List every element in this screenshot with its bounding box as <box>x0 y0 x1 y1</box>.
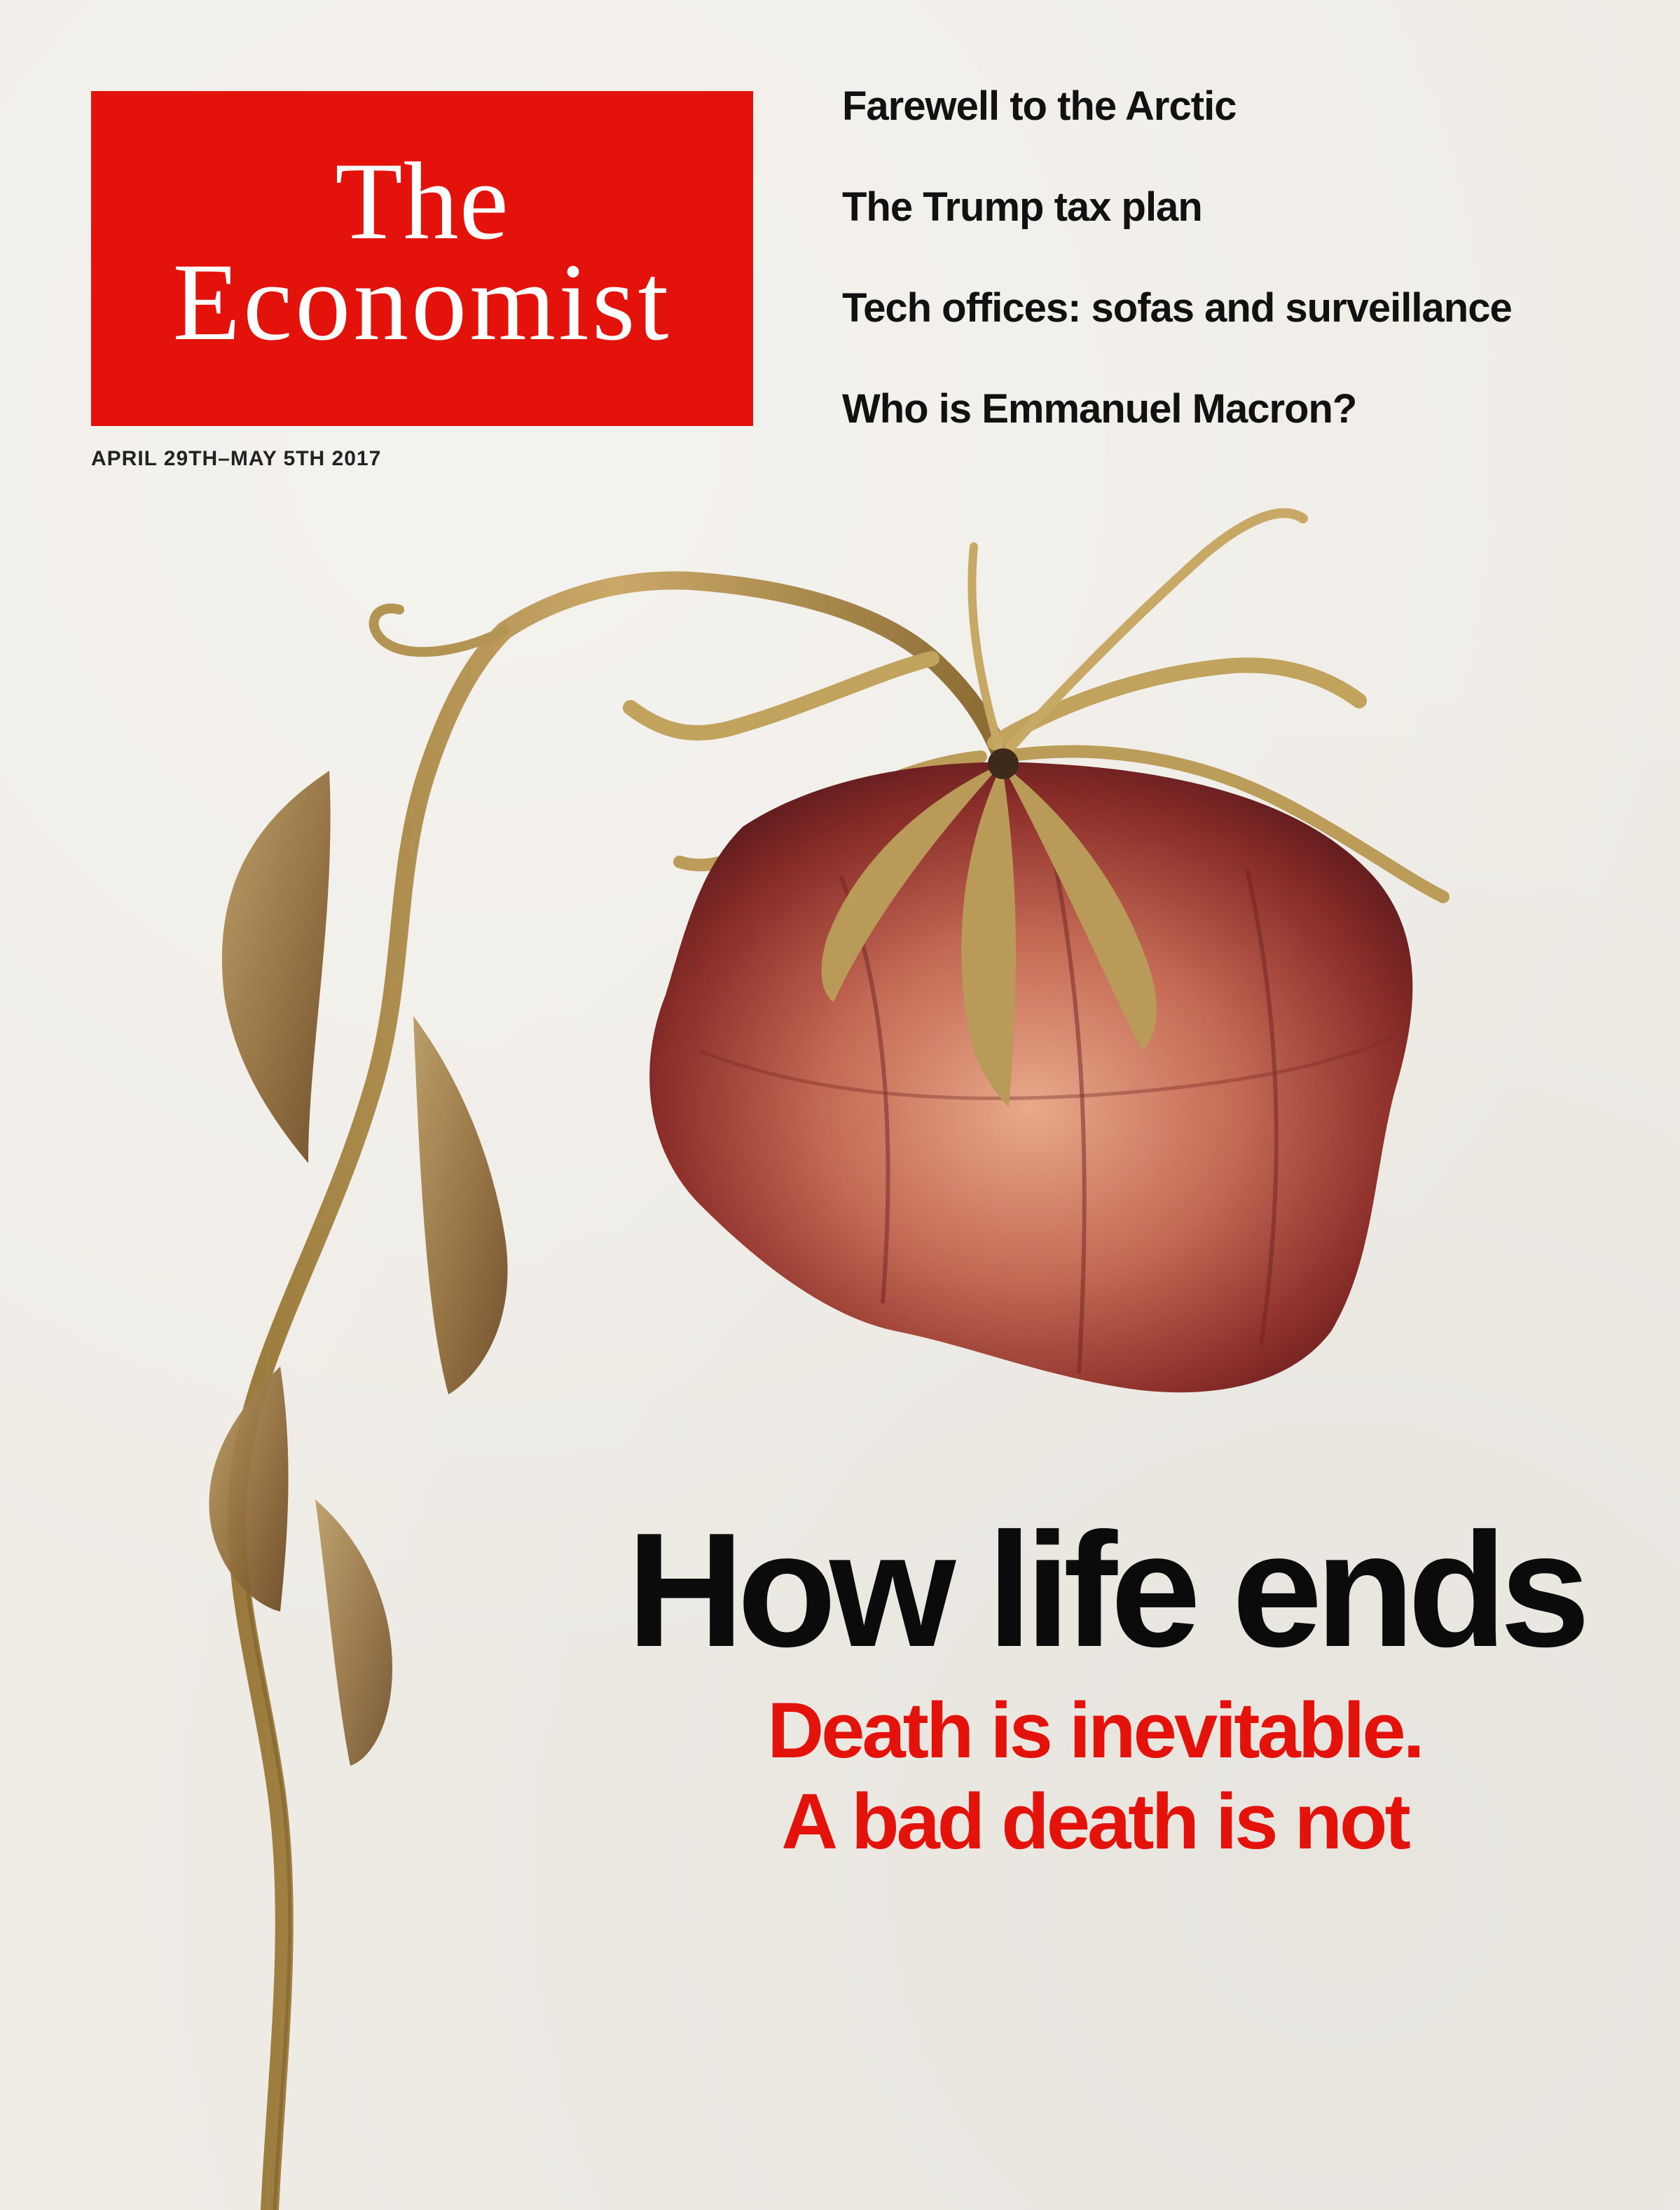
masthead-line-2: Economist <box>172 241 672 364</box>
wilted-leaf <box>315 1499 392 1766</box>
masthead-logo: The Economist <box>91 91 753 426</box>
cover-headline: How life ends <box>626 1499 1590 1681</box>
teaser-item: The Trump tax plan <box>842 184 1203 230</box>
rose-stem <box>228 571 1011 2210</box>
teaser-item: Tech offices: sofas and surveillance <box>842 285 1513 331</box>
teaser-item: Who is Emmanuel Macron? <box>842 386 1357 432</box>
cover-subhead-line-2: A bad death is not <box>781 1778 1411 1865</box>
cover-subhead-line-1: Death is inevitable. <box>767 1687 1425 1774</box>
cover-teasers: Farewell to the Arctic The Trump tax pla… <box>842 78 1648 482</box>
rose-bloom <box>649 762 1413 1393</box>
masthead-line-1: The <box>335 140 509 263</box>
wilted-leaf <box>221 771 331 1163</box>
issue-date: APRIL 29TH–MAY 5TH 2017 <box>91 447 382 470</box>
wilted-leaf <box>413 1016 508 1394</box>
wilted-leaf <box>209 1366 289 1612</box>
teaser-item: Farewell to the Arctic <box>842 83 1237 129</box>
